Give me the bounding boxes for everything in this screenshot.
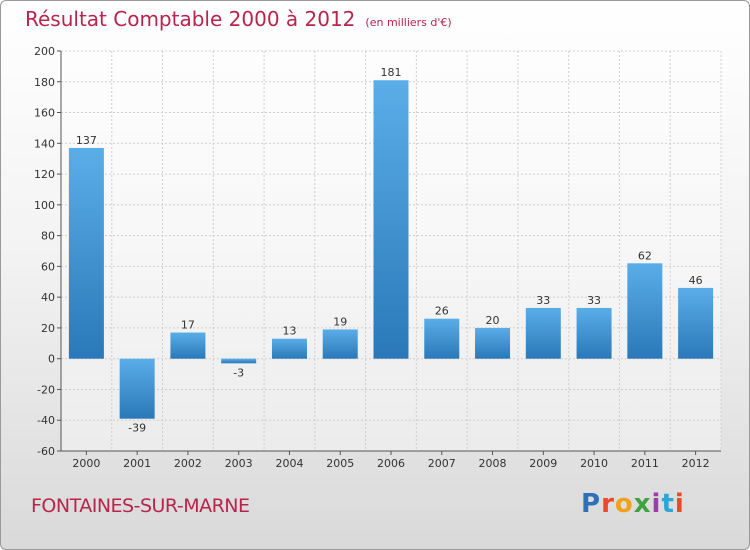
bar-value-label: 62 — [638, 249, 652, 262]
y-tick-label: 60 — [41, 260, 55, 273]
y-tick-label: 120 — [34, 168, 55, 181]
bar — [68, 147, 104, 359]
y-tick-label: -40 — [37, 414, 55, 427]
city-name: FONTAINES-SUR-MARNE — [31, 495, 250, 517]
y-tick-label: 0 — [48, 353, 55, 366]
x-tick-label: 2000 — [72, 457, 100, 470]
y-tick-label: 40 — [41, 291, 55, 304]
bar — [627, 263, 663, 359]
x-tick-label: 2009 — [529, 457, 557, 470]
bar-value-label: -3 — [233, 366, 244, 379]
x-tick-label: 2001 — [123, 457, 151, 470]
x-tick-label: 2010 — [580, 457, 608, 470]
bar — [271, 338, 307, 359]
x-tick-label: 2005 — [326, 457, 354, 470]
logo-letter: x — [633, 489, 652, 519]
y-tick-label: 160 — [34, 107, 55, 120]
bar — [576, 307, 612, 359]
logo-letter: t — [661, 489, 675, 519]
logo-letter: i — [651, 489, 662, 519]
bar-value-label: -39 — [128, 422, 146, 435]
bar-chart: -60 -40 -20 0 20 40 60 80 100 120 140 160 180 200 2000… — [34, 45, 722, 470]
x-tick-label: 2007 — [428, 457, 456, 470]
logo-letter: P — [581, 489, 602, 519]
bar — [678, 287, 714, 359]
logo-letter: r — [601, 489, 615, 519]
x-tick-label: 2002 — [174, 457, 202, 470]
logo-letter: o — [614, 489, 634, 519]
y-tick-label: -20 — [37, 383, 55, 396]
x-tick-label: 2012 — [682, 457, 710, 470]
bar-value-label: 17 — [181, 319, 195, 332]
x-tick-label: 2003 — [225, 457, 253, 470]
bar — [119, 358, 155, 419]
bar-value-label: 46 — [689, 274, 703, 287]
bar-value-label: 26 — [435, 305, 449, 318]
proxiti-logo: Proxiti — [581, 489, 685, 519]
y-tick-label: 140 — [34, 137, 55, 150]
bar — [170, 332, 206, 359]
bar-value-label: 33 — [587, 294, 601, 307]
chart-title-text: Résultat Comptable 2000 à 2012 — [25, 7, 356, 31]
bar-value-label: 19 — [333, 315, 347, 328]
x-tick-label: 2011 — [631, 457, 659, 470]
y-tick-label: -60 — [37, 445, 55, 458]
bar — [424, 318, 460, 359]
chart-title: Résultat Comptable 2000 à 2012 (en millie… — [25, 7, 452, 31]
bar — [525, 307, 561, 359]
y-tick-label: 180 — [34, 76, 55, 89]
bar-value-label: 33 — [536, 294, 550, 307]
bar — [322, 329, 358, 359]
bar — [475, 327, 511, 359]
y-tick-label: 200 — [34, 45, 55, 58]
chart-subtitle: (en milliers d'€) — [365, 16, 452, 29]
bar-value-label: 181 — [381, 66, 402, 79]
x-tick-label: 2004 — [275, 457, 303, 470]
bar-value-label: 20 — [486, 314, 500, 327]
bar — [373, 80, 409, 359]
logo-letter: i — [674, 489, 685, 519]
bar-value-label: 137 — [76, 134, 97, 147]
y-tick-label: 20 — [41, 322, 55, 335]
y-tick-label: 100 — [34, 199, 55, 212]
bar — [221, 358, 257, 364]
x-tick-label: 2008 — [479, 457, 507, 470]
x-tick-label: 2006 — [377, 457, 405, 470]
y-tick-label: 80 — [41, 230, 55, 243]
bar-value-label: 13 — [282, 325, 296, 338]
